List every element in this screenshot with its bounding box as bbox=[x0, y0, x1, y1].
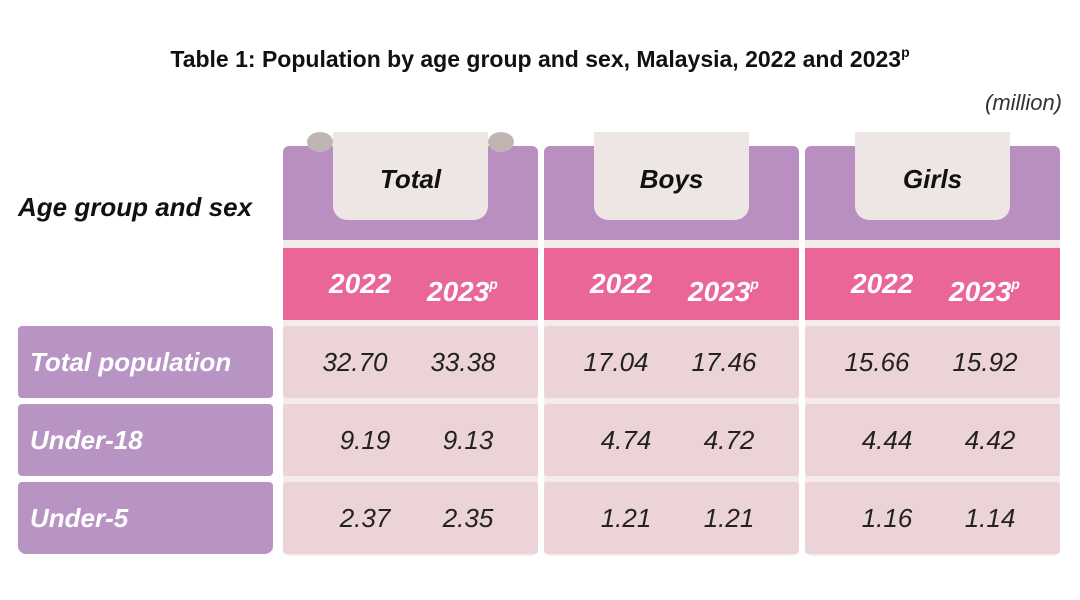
row-header: Age group and sex bbox=[18, 192, 253, 222]
year-2023-text: 2023 bbox=[427, 276, 490, 307]
provisional-marker: p bbox=[750, 276, 759, 292]
column-total: Total 2022 2023p 32.70 33.38 9.19 9.13 2… bbox=[283, 132, 538, 556]
table-row: 15.66 15.92 bbox=[805, 326, 1060, 398]
provisional-marker: p bbox=[1011, 276, 1020, 292]
value-cell: 33.38 bbox=[430, 347, 496, 377]
value-cell: 1.14 bbox=[964, 503, 1016, 533]
column-header-total: Total bbox=[333, 132, 488, 220]
year-header-band: 2022 2023p bbox=[544, 248, 799, 320]
table-row: 2.37 2.35 bbox=[283, 482, 538, 554]
unit-label: (million) bbox=[985, 90, 1062, 115]
value-cell: 1.16 bbox=[861, 503, 913, 533]
value-cell: 4.42 bbox=[964, 425, 1016, 455]
value-cell: 32.70 bbox=[322, 347, 388, 377]
column-boys: Boys 2022 2023p 17.04 17.46 4.74 4.72 1.… bbox=[544, 132, 799, 556]
table-row: 4.44 4.42 bbox=[805, 404, 1060, 476]
value-cell: 2.35 bbox=[442, 503, 494, 533]
table-row: 1.21 1.21 bbox=[544, 482, 799, 554]
year-2022: 2022 bbox=[329, 268, 392, 299]
table-title: Table 1: Population by age group and sex… bbox=[0, 44, 1080, 73]
row-label-under-5: Under-5 bbox=[18, 482, 273, 554]
value-cell: 1.21 bbox=[703, 503, 755, 533]
table-row: 4.74 4.72 bbox=[544, 404, 799, 476]
value-cell: 2.37 bbox=[339, 503, 391, 533]
table-row: 9.19 9.13 bbox=[283, 404, 538, 476]
year-2022: 2022 bbox=[590, 268, 653, 299]
value-cell: 9.19 bbox=[339, 425, 391, 455]
year-2023: 2023p bbox=[688, 248, 759, 320]
value-cell: 4.44 bbox=[861, 425, 913, 455]
value-cell: 9.13 bbox=[442, 425, 494, 455]
table-row: 32.70 33.38 bbox=[283, 326, 538, 398]
provisional-marker: p bbox=[489, 276, 498, 292]
year-header-band: 2022 2023p bbox=[283, 248, 538, 320]
value-cell: 15.66 bbox=[844, 347, 910, 377]
year-2023: 2023p bbox=[427, 248, 498, 320]
year-2023-text: 2023 bbox=[949, 276, 1012, 307]
year-2023-text: 2023 bbox=[688, 276, 751, 307]
year-header-band: 2022 2023p bbox=[805, 248, 1060, 320]
column-header-boys: Boys bbox=[594, 132, 749, 220]
row-label-under-18: Under-18 bbox=[18, 404, 273, 476]
table-row: 1.16 1.14 bbox=[805, 482, 1060, 554]
value-cell: 15.92 bbox=[952, 347, 1018, 377]
value-cell: 1.21 bbox=[600, 503, 652, 533]
tab-curl-decoration bbox=[488, 132, 514, 152]
row-label-total-population: Total population bbox=[18, 326, 273, 398]
table-row: 17.04 17.46 bbox=[544, 326, 799, 398]
year-2022: 2022 bbox=[851, 268, 914, 299]
table-title-text: Table 1: Population by age group and sex… bbox=[170, 46, 902, 72]
value-cell: 17.04 bbox=[583, 347, 649, 377]
value-cell: 4.72 bbox=[703, 425, 755, 455]
value-cell: 17.46 bbox=[691, 347, 757, 377]
tab-curl-decoration bbox=[307, 132, 333, 152]
value-cell: 4.74 bbox=[600, 425, 652, 455]
column-girls: Girls 2022 2023p 15.66 15.92 4.44 4.42 1… bbox=[805, 132, 1060, 556]
year-2023: 2023p bbox=[949, 248, 1020, 320]
title-superscript: p bbox=[901, 44, 910, 60]
column-header-girls: Girls bbox=[855, 132, 1010, 220]
